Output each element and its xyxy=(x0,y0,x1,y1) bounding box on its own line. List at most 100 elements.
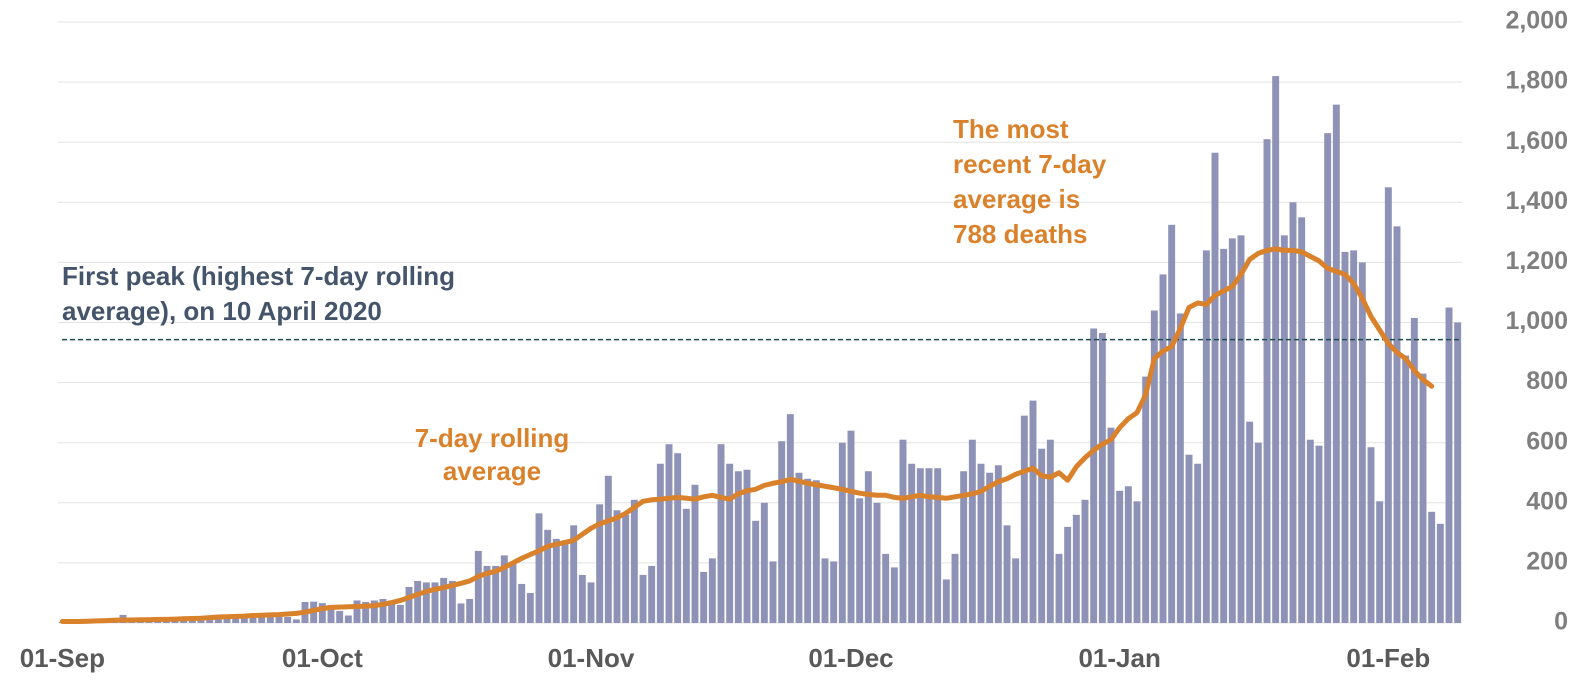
bar xyxy=(474,550,482,623)
bar xyxy=(388,600,396,623)
bar xyxy=(509,562,517,623)
bar xyxy=(1298,217,1306,623)
bar xyxy=(596,504,604,623)
bar xyxy=(743,469,751,623)
bar xyxy=(535,513,543,623)
x-tick-label: 01-Dec xyxy=(808,643,893,673)
bar xyxy=(1012,558,1020,623)
bar xyxy=(769,561,777,623)
bar xyxy=(266,612,274,623)
bar xyxy=(526,592,534,623)
bar xyxy=(518,583,526,623)
bar xyxy=(1402,355,1410,623)
bar xyxy=(1419,373,1427,623)
bar xyxy=(864,471,872,623)
bar xyxy=(1436,523,1444,623)
bar xyxy=(1237,235,1245,624)
bar xyxy=(1454,322,1462,623)
bar xyxy=(604,475,612,623)
y-tick-label: 1,200 xyxy=(1505,247,1568,275)
bar xyxy=(431,582,439,623)
bar xyxy=(344,615,352,623)
bar xyxy=(275,613,283,623)
bar xyxy=(682,508,690,623)
bar xyxy=(1220,248,1228,623)
bar xyxy=(1289,202,1297,624)
bar xyxy=(284,616,292,623)
bar xyxy=(1280,235,1288,624)
bar xyxy=(1332,104,1340,623)
bar xyxy=(708,558,716,623)
bar xyxy=(544,529,552,623)
bar xyxy=(656,463,664,623)
bar xyxy=(648,565,656,623)
bar xyxy=(327,604,335,623)
bar xyxy=(734,471,742,623)
bar xyxy=(1176,313,1184,623)
bar xyxy=(786,414,794,623)
bar xyxy=(570,525,578,623)
bar xyxy=(379,598,387,623)
x-tick-label: 01-Jan xyxy=(1078,643,1160,673)
bar xyxy=(249,613,257,623)
bar xyxy=(396,604,404,623)
bar xyxy=(440,577,448,623)
bar xyxy=(1228,238,1236,624)
y-tick-label: 200 xyxy=(1526,548,1568,576)
bar xyxy=(370,600,378,623)
bar xyxy=(1358,262,1366,623)
bar xyxy=(691,484,699,623)
bar xyxy=(1367,447,1375,623)
bar xyxy=(717,444,725,623)
bar xyxy=(1246,421,1254,623)
annotation: 7-day rolling xyxy=(415,423,570,453)
bar xyxy=(838,442,846,623)
bar xyxy=(1384,187,1392,623)
bar xyxy=(760,502,768,623)
annotation: average is xyxy=(953,184,1080,214)
bar xyxy=(1038,448,1046,623)
bar xyxy=(1133,501,1141,623)
bar xyxy=(1107,427,1115,623)
y-tick-label: 1,600 xyxy=(1505,127,1568,155)
bar xyxy=(318,603,326,623)
bar xyxy=(1341,251,1349,623)
annotation: The most xyxy=(953,114,1069,144)
y-tick-label: 1,800 xyxy=(1505,67,1568,95)
bar xyxy=(258,613,266,623)
bar xyxy=(726,463,734,623)
bar xyxy=(613,510,621,623)
y-tick-label: 1,000 xyxy=(1505,307,1568,335)
bar xyxy=(1072,514,1080,623)
bar xyxy=(856,498,864,623)
bar xyxy=(1350,250,1358,623)
bar xyxy=(1116,490,1124,623)
bar xyxy=(1194,463,1202,623)
bar xyxy=(873,502,881,623)
bar xyxy=(630,499,638,623)
bar xyxy=(795,472,803,623)
bar xyxy=(1168,224,1176,623)
bar xyxy=(1185,454,1193,623)
bar xyxy=(561,540,569,623)
bar xyxy=(1376,501,1384,623)
bar xyxy=(483,565,491,623)
bar xyxy=(232,615,240,623)
x-tick-label: 01-Sep xyxy=(20,643,105,673)
bar xyxy=(890,567,898,623)
annotation: recent 7-day xyxy=(953,149,1107,179)
bar xyxy=(977,463,985,623)
bar xyxy=(552,538,560,623)
annotation: average), on 10 April 2020 xyxy=(62,296,382,326)
rolling-average-line xyxy=(59,246,1435,624)
x-tick-label: 01-Nov xyxy=(548,643,635,673)
bar xyxy=(1211,152,1219,623)
bar xyxy=(960,471,968,623)
bar xyxy=(1393,226,1401,623)
bar xyxy=(500,555,508,623)
bar xyxy=(214,616,222,623)
bar xyxy=(1081,499,1089,623)
bar xyxy=(951,553,959,623)
bar xyxy=(639,574,647,623)
